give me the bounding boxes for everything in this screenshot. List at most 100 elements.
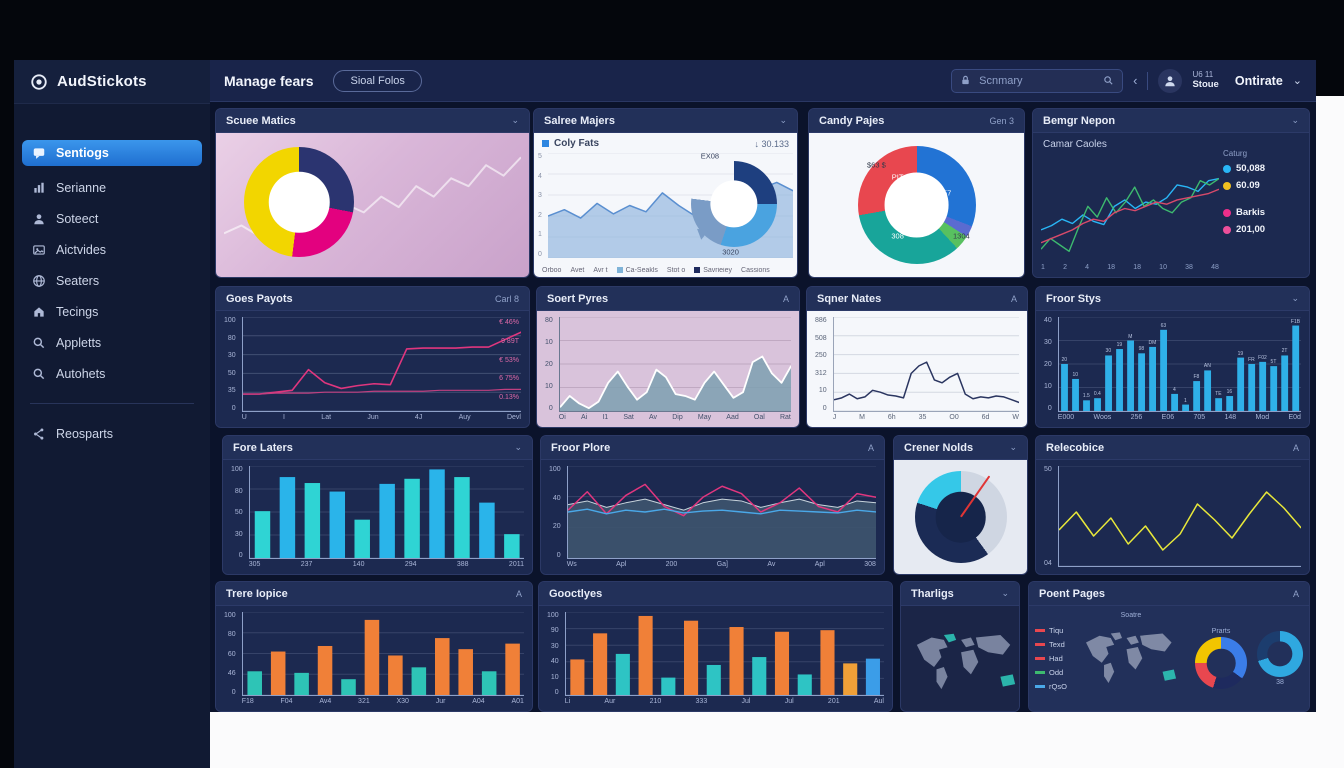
card-menu-chevron[interactable]: ⌄ (1291, 293, 1299, 303)
search-input[interactable] (977, 73, 1098, 88)
legend-item: Savrieiey (694, 267, 732, 274)
sidebar-item-seaters[interactable]: Seaters (14, 265, 210, 296)
avatar[interactable] (1158, 68, 1183, 93)
plot-area (241, 612, 524, 696)
plot-area (1057, 466, 1301, 567)
legend-item: Texd (1035, 640, 1067, 649)
x-tick-label: M (859, 414, 865, 421)
sidebar-item-label: Appletts (56, 335, 102, 350)
legend-title: Caturg (1223, 149, 1248, 158)
x-tick-label: 200 (665, 561, 678, 568)
legend-marker (1035, 629, 1045, 632)
legend-item: Barkis (1223, 207, 1303, 218)
y-tick-label: 0 (554, 688, 559, 696)
card-menu-chevron[interactable]: ⌄ (511, 115, 519, 125)
x-tick-label: A01 (511, 698, 524, 705)
x-tick-label: 2 (1063, 264, 1067, 271)
lock-icon (960, 75, 971, 86)
card-menu-chevron[interactable]: ⌄ (779, 115, 787, 125)
topbar: Manage fears Sioal Folos ‹ U6 11 Stoue O… (210, 60, 1316, 102)
donut-hole (1206, 648, 1236, 678)
card-title: Soert Pyres (547, 292, 609, 305)
legend-label: Odd (1049, 668, 1064, 677)
bar-value-label: 5T (1270, 359, 1277, 366)
legend-label: Cassions (741, 267, 770, 274)
card-candy-pajes: Candy Pajes Gen 3 $63 $ PIT 57 1304 308 (808, 108, 1025, 278)
x-tick-label: X30 (396, 698, 409, 705)
y-tick-label: 20 (1044, 361, 1052, 368)
salree-donut-chart: EX08 3020 (691, 151, 777, 257)
sidebar-item-label: Sentiogs (56, 146, 109, 160)
sidebar-item-sentiogs[interactable]: Sentiogs (22, 140, 202, 166)
bar-value-label: 1 (1184, 397, 1187, 404)
sidebar-item-label: Aictvides (56, 242, 107, 257)
sidebar-item-reosparts[interactable]: Reosparts (14, 418, 210, 449)
legend-item: Orboo (542, 267, 561, 274)
world-map (907, 612, 1019, 711)
legend-marker (542, 140, 549, 147)
chart-svg (834, 317, 1019, 411)
card-menu-chevron[interactable]: ⌄ (1009, 442, 1017, 452)
chevron-down-icon[interactable]: ⌄ (1292, 75, 1302, 87)
sidebar-item-aictvides[interactable]: Aictvides (14, 234, 210, 265)
card-title: Trere Iopice (226, 587, 288, 600)
card-menu-chevron[interactable]: ⌄ (1001, 588, 1009, 598)
user-menu[interactable]: Ontirate (1234, 73, 1283, 88)
value-label: 6 75% (499, 375, 519, 383)
plot-area (564, 612, 884, 696)
card-menu-chevron[interactable]: ⌄ (1291, 115, 1299, 125)
x-tick-label: Ga] (716, 561, 728, 568)
card-title: Froor Plore (551, 441, 611, 454)
legend-marker (1035, 643, 1045, 646)
x-tick-label: 4 (1085, 264, 1090, 271)
bemgr-line-chart: 1 2 4 18 18 10 38 48 (1041, 155, 1219, 271)
y-tick-label: 20 (545, 361, 553, 368)
delta-value: ↓ 30.133 (754, 138, 789, 149)
y-tick-label: 40 (1044, 317, 1052, 324)
y-tick-label: 40 (552, 494, 561, 502)
legend-value: Barkis (1236, 207, 1266, 218)
legend-value: 60.09 (1236, 180, 1260, 191)
search-icon[interactable] (1103, 75, 1114, 86)
card-fore-laters: Fore Laters ⌄ 100 80 50 30 0 305 237 140 294 388 2… (222, 435, 533, 575)
legend-label: Avet (570, 267, 585, 274)
card-trere-iopice: Trere Iopice A 100 80 60 46 0 F18 F04 Av4 321 X30… (215, 581, 533, 712)
sqner-line-chart: 886 508 250 312 10 0 J M 6h 35 O0 6d W (815, 317, 1019, 421)
x-tick-label: 38 (1185, 264, 1193, 271)
legend-marker (1035, 671, 1045, 674)
y-axis: 80 10 20 10 0 (545, 317, 555, 412)
x-tick-label: Av (767, 561, 776, 568)
sidebar-item-autohets[interactable]: Autohets (14, 358, 210, 389)
y-tick-label: 10 (545, 383, 553, 390)
y-tick-label: 100 (549, 466, 561, 473)
sidebar-item-appletts[interactable]: Appletts (14, 327, 210, 358)
legend-label: Tiqu (1049, 626, 1064, 635)
collapse-chevron[interactable]: ‹ (1133, 73, 1138, 88)
search-box[interactable] (951, 68, 1124, 93)
x-tick-label: 6d (981, 414, 990, 421)
x-tick-label: Ws (566, 561, 577, 568)
action-button[interactable]: Sioal Folos (333, 69, 422, 92)
x-tick-label: 237 (300, 561, 313, 568)
sidebar-item-soteect[interactable]: Soteect (14, 203, 210, 234)
bar-value-label: 2T (1281, 348, 1288, 355)
chart-label: 57 (943, 188, 952, 198)
x-tick-label: F18 (241, 698, 254, 705)
x-tick-label: Oi (558, 414, 566, 421)
candy-donut-chart: $63 $ PIT 57 1304 308 (857, 146, 976, 264)
sidebar-item-serianne[interactable]: Serianne (14, 172, 210, 203)
person-icon (32, 212, 46, 226)
soert-area-chart: 80 10 20 10 0 Oi Ai I1 Sat Av Dip May Aad Oal Rat (545, 317, 791, 421)
bar-value-label: FR (1248, 357, 1255, 363)
x-tick-label: 140 (352, 561, 365, 568)
sidebar-item-tecings[interactable]: Tecings (14, 296, 210, 327)
card-poent-pages: Poent Pages A Tiqu Texd Had Odd rQsO Soatre … (1028, 581, 1310, 712)
donut-hole (710, 180, 758, 228)
bar-value-label: M (1128, 333, 1133, 340)
donut-hole (884, 172, 949, 238)
poent-donut-chart (1195, 637, 1247, 689)
sidebar: AudStickots Sentiogs Serianne Soteect Aictv… (14, 60, 210, 768)
card-menu-chevron[interactable]: ⌄ (514, 442, 522, 452)
y-tick-label: 250 (815, 352, 827, 360)
chart-svg (1059, 317, 1301, 411)
